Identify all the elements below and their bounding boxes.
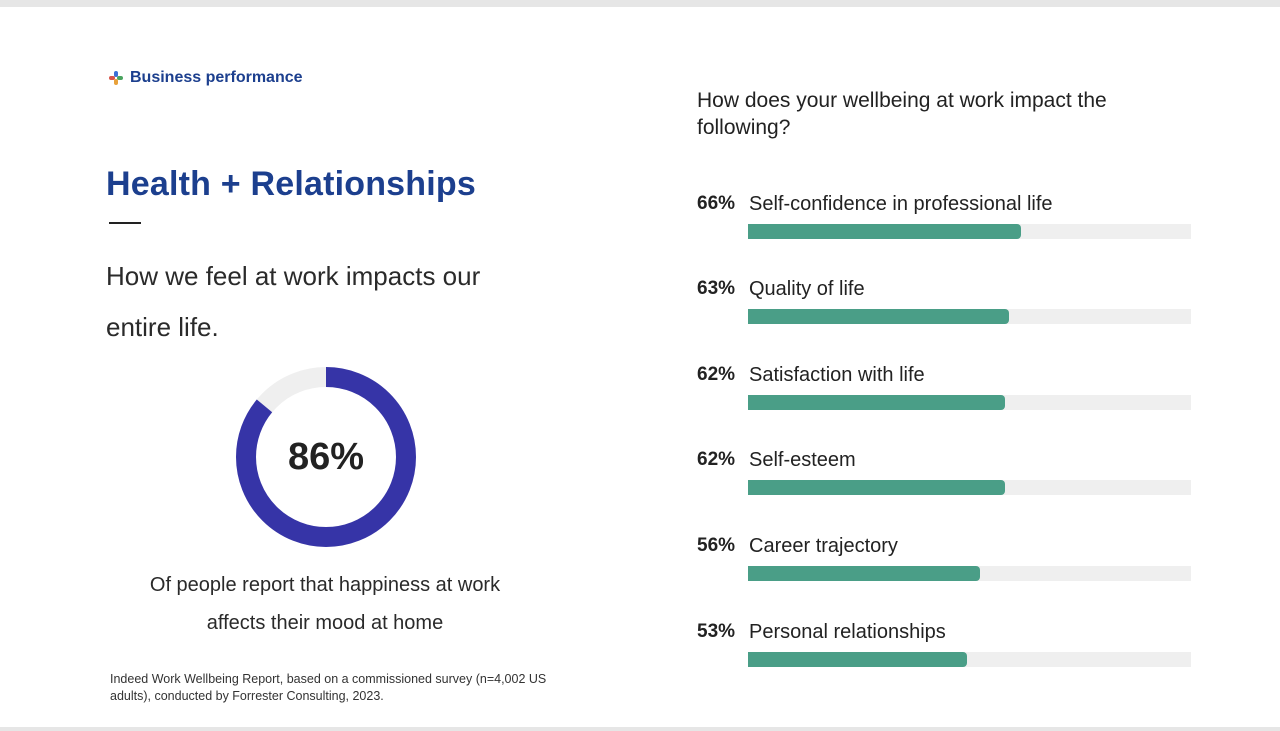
bar-row: 63% Quality of life [697, 278, 1197, 338]
bar-value-label: 62% [697, 364, 736, 385]
bar-row: 62% Satisfaction with life [697, 364, 1197, 424]
bar-track [748, 480, 1191, 495]
bar-track [748, 566, 1191, 581]
bar-track [748, 309, 1191, 324]
bar-category-label: Personal relationships [749, 621, 946, 643]
title-divider [109, 222, 141, 224]
bar [748, 652, 967, 667]
chart-title: How does your wellbeing at work impact t… [697, 89, 1107, 139]
bar-category-label: Self-confidence in professional life [749, 193, 1053, 215]
bar-track [748, 224, 1191, 239]
lead-text: How we feel at work impacts our entire l… [106, 261, 481, 342]
bar-row: 53% Personal relationships [697, 621, 1197, 681]
bar [748, 566, 980, 581]
bar-value-label: 56% [697, 535, 736, 556]
colorful-cross-icon [109, 71, 123, 85]
bar-chart: 66% Self-confidence in professional life 6… [697, 7, 1197, 727]
donut-value-arc [236, 367, 416, 547]
bar-category-label: Quality of life [749, 278, 865, 300]
donut-caption: Of people report that happiness at work … [149, 574, 501, 634]
page-title: Health + Relationships [106, 165, 476, 203]
brand-label: Business performance [130, 69, 303, 86]
bar-track [748, 652, 1191, 667]
bar-value-label: 63% [697, 278, 736, 299]
donut-chart: 86% [234, 365, 418, 549]
bar [748, 309, 1009, 324]
bar-track [748, 395, 1191, 410]
bar-category-label: Self-esteem [749, 449, 856, 471]
donut-svg [236, 367, 416, 547]
bar-category-label: Satisfaction with life [749, 364, 925, 386]
bar-value-label: 62% [697, 449, 736, 470]
bar [748, 395, 1005, 410]
bar-value-label: 66% [697, 193, 736, 214]
bar [748, 480, 1005, 495]
bar-row: 56% Career trajectory [697, 535, 1197, 595]
bar-category-label: Career trajectory [749, 535, 898, 557]
bar-row: 66% Self-confidence in professional life [697, 193, 1197, 253]
bar-row: 62% Self-esteem [697, 449, 1197, 509]
bar [748, 224, 1021, 239]
donut-value-label: 86% [287, 435, 365, 478]
brand-header: Business performance [108, 69, 303, 87]
slide: Business performance Health + Relationsh… [0, 7, 1280, 727]
source-footnote: Indeed Work Wellbeing Report, based on a… [110, 672, 547, 703]
bar-value-label: 53% [697, 621, 736, 642]
